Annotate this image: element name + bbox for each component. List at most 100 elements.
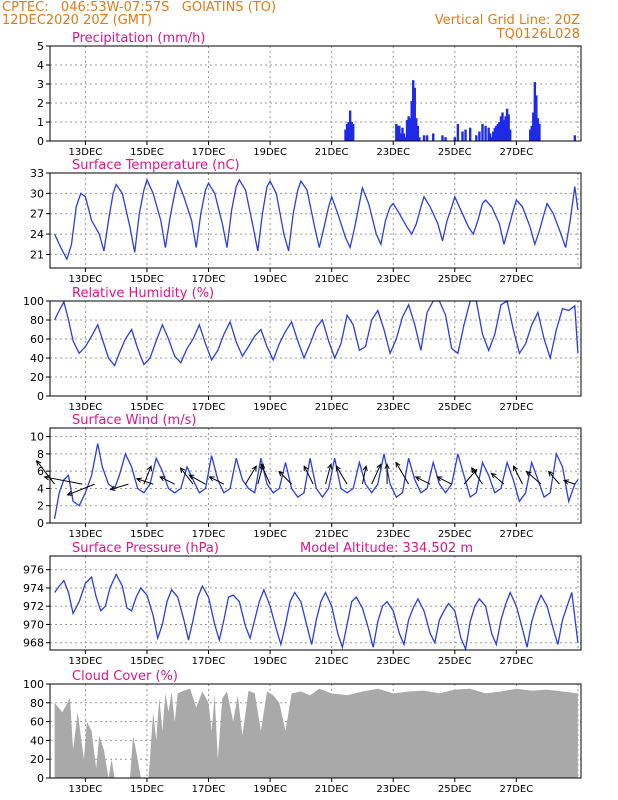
x-tick-label: 17DEC	[192, 147, 226, 158]
precip-bar	[481, 123, 484, 141]
precip-bar	[425, 135, 429, 141]
x-tick-label: 19DEC	[253, 147, 287, 158]
wind-arrow	[278, 471, 292, 485]
y-tick-label: 970	[23, 618, 44, 631]
wind-arrow-head	[179, 467, 186, 473]
x-tick-label: 13DEC	[69, 529, 103, 540]
wind-arrow-head	[43, 475, 50, 481]
precip-bar	[453, 137, 456, 141]
y-tick-label: 0	[37, 390, 44, 403]
wind-arrow-head	[188, 474, 195, 480]
y-tick-label: 0	[37, 772, 44, 785]
wind-arrow-head	[525, 470, 532, 477]
precip-bar	[398, 125, 401, 141]
wind-arrow	[563, 480, 576, 485]
wind-title: Surface Wind (m/s)	[72, 413, 196, 428]
precip-bar	[496, 123, 500, 141]
precip-bar	[422, 135, 426, 141]
wind-arrow	[136, 478, 154, 485]
wind-arrow-head	[512, 465, 518, 472]
wind-arrow-head	[159, 476, 166, 482]
x-tick-label: 15DEC	[130, 656, 164, 667]
precip-bar	[484, 125, 487, 141]
rh-panel: 0 20 40 60 80 100 13DEC 15DEC 17DEC 19DEC 21DEC 23D…	[23, 286, 582, 413]
precip-bar	[402, 133, 406, 141]
wind-arrow	[325, 464, 332, 485]
x-tick-label: 23DEC	[376, 529, 410, 540]
precip-bar	[499, 116, 503, 141]
rh-series-line	[54, 299, 579, 367]
wind-arrow	[371, 464, 382, 485]
x-tick-label: 19DEC	[253, 784, 287, 795]
wind-arrow-head	[66, 490, 73, 496]
y-tick-label: 4	[37, 59, 44, 72]
x-tick-label: 23DEC	[376, 274, 410, 285]
y-tick-label: 24	[30, 228, 44, 241]
precip-bar	[495, 125, 498, 141]
rh-frame	[49, 300, 582, 397]
y-tick-label: 6	[37, 465, 44, 478]
wind-arrow	[209, 476, 225, 485]
y-tick-label: 3	[37, 78, 44, 91]
precip-bar	[344, 129, 347, 141]
precip-bar	[416, 125, 420, 141]
cloud-frame	[49, 683, 582, 779]
precip-bar	[395, 123, 398, 141]
wind-arrow-head	[147, 465, 152, 472]
wind-arrow	[110, 483, 129, 491]
wind-arrow-head	[278, 470, 284, 477]
precip-bar	[530, 125, 533, 141]
precip-bar	[412, 80, 415, 141]
precip-bar	[504, 116, 507, 141]
wind-arrow	[189, 474, 206, 485]
press-panel: 968 970 972 974 976 13DEC 15DEC 17DEC 19DEC 21DEC…	[23, 541, 582, 667]
wind-arrow	[67, 483, 95, 496]
wind-arrow	[180, 467, 194, 485]
precip-bar	[475, 135, 478, 141]
temp-panel: 21 24 27 30 33 13DEC 15DEC 17DEC 19DEC 21DEC 23DEC…	[30, 158, 582, 285]
y-tick-label: 10	[30, 431, 44, 444]
x-tick-label: 15DEC	[130, 274, 164, 285]
wind-arrow	[491, 472, 505, 485]
wind-arrow-head	[135, 477, 142, 483]
x-tick-label: 17DEC	[192, 529, 226, 540]
model-altitude: Model Altitude: 334.502 m	[300, 541, 473, 556]
y-tick-label: 2	[37, 500, 44, 513]
precip-bar	[413, 87, 416, 141]
x-tick-label: 25DEC	[438, 402, 472, 413]
wind-arrow	[36, 460, 56, 485]
wind-arrow	[303, 465, 314, 485]
x-tick-label: 13DEC	[69, 147, 103, 158]
x-tick-label: 23DEC	[376, 784, 410, 795]
precip-bar	[488, 133, 492, 141]
x-tick-label: 25DEC	[438, 147, 472, 158]
precip-bar	[432, 133, 435, 141]
press-frame	[49, 555, 582, 651]
x-tick-label: 23DEC	[376, 147, 410, 158]
precip-bar	[501, 112, 504, 141]
rh-title: Relative Humidity (%)	[72, 286, 214, 301]
wind-arrow-head	[395, 461, 401, 468]
y-tick-label: 0	[37, 135, 44, 148]
y-tick-label: 40	[30, 734, 44, 747]
x-tick-label: 21DEC	[315, 656, 349, 667]
precip-bar	[533, 82, 537, 141]
x-tick-label: 17DEC	[192, 656, 226, 667]
precip-frame	[49, 45, 582, 142]
x-tick-label: 15DEC	[130, 529, 164, 540]
x-tick-label: 21DEC	[315, 147, 349, 158]
y-tick-label: 5	[37, 40, 44, 53]
precip-bar	[401, 127, 404, 141]
station-info: CPTEC: 046:53W-07:57S GOIATINS (TO)	[2, 0, 277, 15]
vertical-grid-info: Vertical Grid Line: 20Z	[434, 13, 580, 28]
precip-bar	[493, 127, 497, 141]
x-tick-label: 23DEC	[376, 656, 410, 667]
cloud-panel: 0 20 40 60 80 100 13DEC 15DEC 17DEC 19DEC 21DEC 23D…	[23, 669, 582, 795]
x-tick-label: 25DEC	[438, 274, 472, 285]
x-tick-label: 21DEC	[315, 784, 349, 795]
wind-arrow-head	[35, 459, 42, 466]
wind-arrow	[44, 476, 83, 485]
x-tick-label: 19DEC	[253, 656, 287, 667]
x-tick-label: 13DEC	[69, 274, 103, 285]
